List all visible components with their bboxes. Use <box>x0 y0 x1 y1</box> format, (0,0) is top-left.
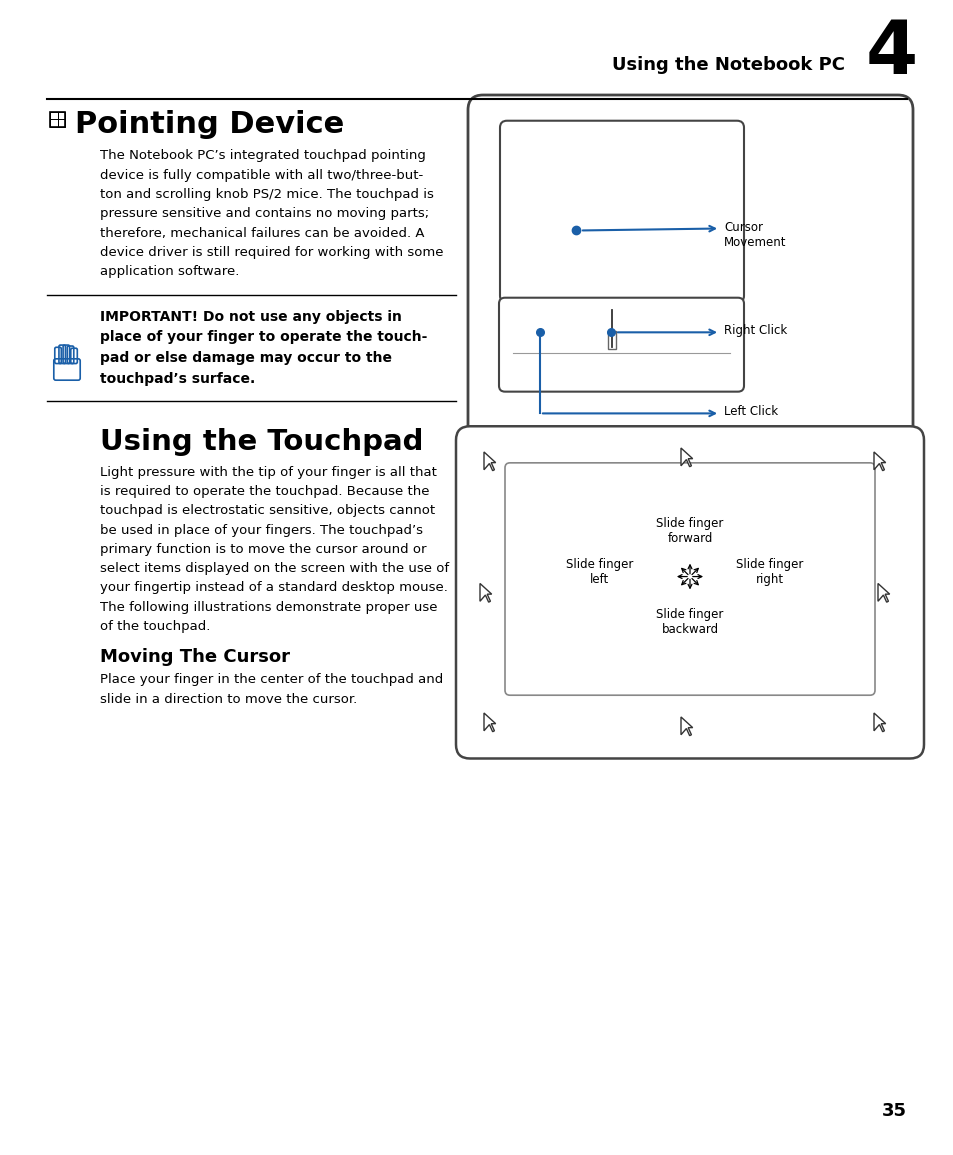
FancyBboxPatch shape <box>499 121 743 303</box>
Polygon shape <box>479 583 491 602</box>
Polygon shape <box>680 717 692 736</box>
Text: is required to operate the touchpad. Because the: is required to operate the touchpad. Bec… <box>100 485 429 498</box>
Polygon shape <box>873 452 884 470</box>
Text: therefore, mechanical failures can be avoided. A: therefore, mechanical failures can be av… <box>100 226 424 239</box>
Text: Left Click: Left Click <box>723 405 778 418</box>
FancyBboxPatch shape <box>498 298 743 392</box>
Text: application software.: application software. <box>100 266 239 278</box>
Bar <box>50 112 65 127</box>
Text: ton and scrolling knob PS/2 mice. The touchpad is: ton and scrolling knob PS/2 mice. The to… <box>100 188 434 201</box>
Text: The following illustrations demonstrate proper use: The following illustrations demonstrate … <box>100 601 437 613</box>
Text: 35: 35 <box>882 1102 906 1120</box>
Polygon shape <box>680 448 692 467</box>
FancyBboxPatch shape <box>504 463 874 695</box>
FancyBboxPatch shape <box>456 426 923 759</box>
Text: touchpad’s surface.: touchpad’s surface. <box>100 372 255 386</box>
Bar <box>50 112 57 119</box>
Bar <box>50 119 57 127</box>
Text: Slide finger
forward: Slide finger forward <box>656 517 723 545</box>
FancyBboxPatch shape <box>468 95 912 446</box>
Text: touchpad is electrostatic sensitive, objects cannot: touchpad is electrostatic sensitive, obj… <box>100 505 435 517</box>
Text: place of your finger to operate the touch-: place of your finger to operate the touc… <box>100 330 427 344</box>
Bar <box>57 112 65 119</box>
Text: Using the Touchpad: Using the Touchpad <box>100 429 423 456</box>
Text: Cursor
Movement: Cursor Movement <box>723 221 785 248</box>
Text: primary function is to move the cursor around or: primary function is to move the cursor a… <box>100 543 426 556</box>
Text: of the touchpad.: of the touchpad. <box>100 620 211 633</box>
Text: The Notebook PC’s integrated touchpad pointing: The Notebook PC’s integrated touchpad po… <box>100 149 425 163</box>
Text: pressure sensitive and contains no moving parts;: pressure sensitive and contains no movin… <box>100 207 429 221</box>
Text: Moving The Cursor: Moving The Cursor <box>100 648 290 665</box>
Text: pad or else damage may occur to the: pad or else damage may occur to the <box>100 351 392 365</box>
Text: Right Click: Right Click <box>723 325 786 337</box>
Text: Using the Notebook PC: Using the Notebook PC <box>612 57 844 74</box>
Text: slide in a direction to move the cursor.: slide in a direction to move the cursor. <box>100 693 356 706</box>
Text: your fingertip instead of a standard desktop mouse.: your fingertip instead of a standard des… <box>100 581 447 595</box>
Text: Slide finger
right: Slide finger right <box>736 558 802 586</box>
Polygon shape <box>877 583 889 602</box>
Bar <box>608 331 616 349</box>
Text: Slide finger
left: Slide finger left <box>566 558 633 586</box>
Text: 4: 4 <box>864 17 917 90</box>
Polygon shape <box>483 713 496 732</box>
Text: device is fully compatible with all two/three-but-: device is fully compatible with all two/… <box>100 169 423 181</box>
Text: IMPORTANT! Do not use any objects in: IMPORTANT! Do not use any objects in <box>100 310 401 323</box>
Text: Pointing Device: Pointing Device <box>75 110 344 139</box>
Text: device driver is still required for working with some: device driver is still required for work… <box>100 246 443 259</box>
Bar <box>57 119 65 127</box>
Polygon shape <box>873 713 884 732</box>
Text: be used in place of your fingers. The touchpad’s: be used in place of your fingers. The to… <box>100 523 422 537</box>
Text: Slide finger
backward: Slide finger backward <box>656 609 723 636</box>
Text: Place your finger in the center of the touchpad and: Place your finger in the center of the t… <box>100 673 443 686</box>
Text: select items displayed on the screen with the use of: select items displayed on the screen wit… <box>100 562 449 575</box>
Text: Light pressure with the tip of your finger is all that: Light pressure with the tip of your fing… <box>100 465 436 479</box>
Polygon shape <box>483 452 496 470</box>
